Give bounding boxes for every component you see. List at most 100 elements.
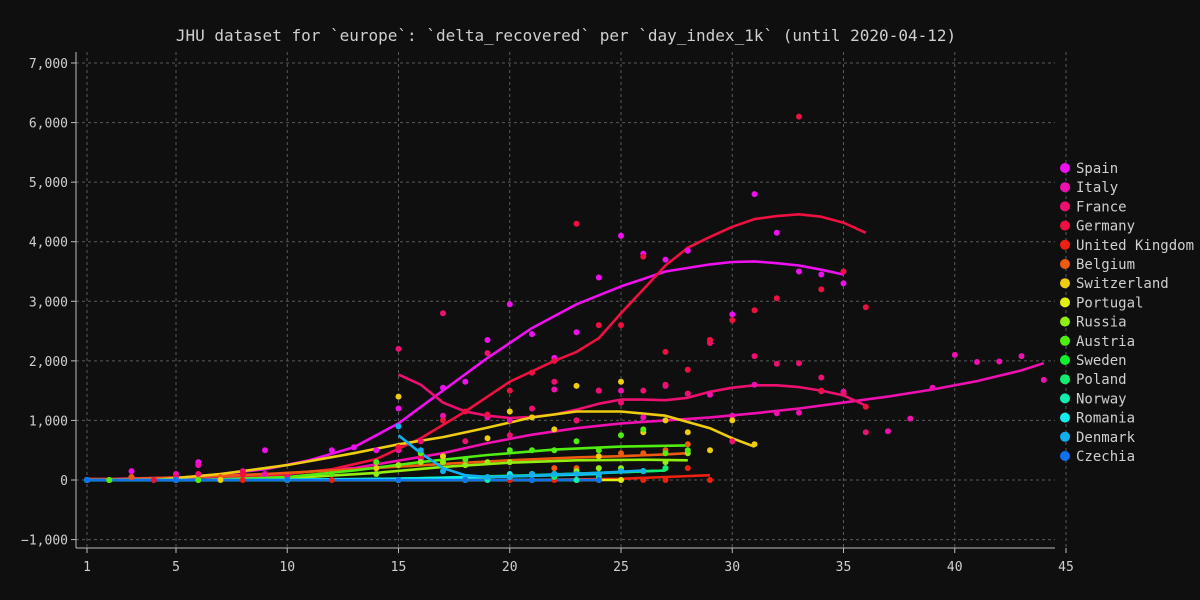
data-point-italy: [907, 415, 914, 422]
data-point-switzerland: [217, 477, 224, 483]
data-point-france: [796, 360, 802, 367]
legend-label: Portugal: [1076, 295, 1143, 311]
data-point-italy: [440, 412, 446, 419]
data-point-spain: [729, 311, 736, 318]
data-point-russia: [484, 459, 491, 466]
data-point-germany: [506, 387, 513, 394]
legend-marker: [1060, 412, 1070, 423]
data-point-france: [840, 390, 847, 397]
data-point-denmark: [640, 468, 647, 475]
data-point-austria: [618, 432, 624, 439]
x-tick-label: 10: [279, 560, 295, 575]
data-point-france: [395, 345, 402, 352]
data-point-poland: [662, 465, 669, 472]
data-point-czechia: [173, 477, 179, 483]
y-tick-label: 0: [60, 474, 68, 489]
data-point-austria: [195, 477, 202, 483]
legend-label: Italy: [1076, 180, 1118, 196]
data-point-spain: [328, 447, 335, 454]
data-point-france: [662, 381, 669, 388]
x-tick-label: 20: [502, 560, 518, 575]
data-point-austria: [462, 456, 469, 463]
legend-label: Norway: [1076, 391, 1127, 407]
data-point-united-kingdom: [640, 477, 647, 483]
data-point-france: [684, 390, 691, 397]
data-point-france: [529, 405, 535, 412]
data-point-belgium: [640, 450, 647, 457]
data-point-germany: [818, 387, 825, 394]
data-point-austria: [106, 477, 113, 483]
data-point-switzerland: [484, 435, 491, 442]
legend-label: Romania: [1076, 411, 1135, 427]
data-point-austria: [551, 447, 558, 454]
y-tick-label: 3,000: [29, 295, 68, 310]
data-point-denmark: [440, 468, 446, 475]
data-point-spain: [440, 384, 446, 391]
legend-marker: [1060, 278, 1070, 289]
legend-label: France: [1076, 199, 1127, 215]
data-point-spain: [529, 331, 535, 338]
data-point-russia: [417, 459, 424, 466]
data-point-germany: [573, 220, 580, 227]
data-points: [84, 113, 1047, 483]
data-point-germany: [440, 417, 446, 424]
data-point-spain: [128, 468, 135, 475]
data-point-germany: [239, 471, 246, 477]
data-point-germany: [462, 408, 469, 415]
data-point-belgium: [128, 474, 135, 480]
data-point-denmark: [595, 471, 602, 477]
data-point-italy: [729, 412, 736, 419]
data-point-switzerland: [529, 414, 535, 421]
legend-marker: [1060, 259, 1070, 269]
data-point-denmark: [417, 447, 424, 454]
data-point-germany: [751, 307, 758, 314]
y-tick-label: 5,000: [29, 176, 68, 191]
data-point-germany: [773, 295, 780, 302]
data-point-switzerland: [684, 429, 691, 436]
legend-label: Czechia: [1076, 449, 1135, 465]
data-point-france: [484, 350, 491, 357]
data-point-germany: [662, 348, 669, 355]
data-point-spain: [773, 229, 780, 236]
data-point-france: [618, 399, 624, 406]
x-tick-label: 5: [172, 560, 180, 575]
data-point-austria: [506, 447, 513, 454]
data-point-russia: [595, 465, 602, 472]
legend-marker: [1060, 316, 1070, 327]
data-point-russia: [440, 459, 446, 466]
data-point-germany: [150, 477, 157, 483]
data-point-italy: [195, 462, 202, 469]
data-point-switzerland: [373, 465, 380, 472]
data-point-germany: [684, 366, 691, 373]
data-point-germany: [640, 253, 647, 260]
data-point-france: [640, 387, 647, 394]
data-point-germany: [862, 304, 869, 311]
data-point-france: [773, 360, 780, 367]
legend-label: Sweden: [1076, 353, 1127, 369]
data-point-switzerland: [551, 426, 558, 433]
trend-line-germany: [87, 213, 867, 482]
data-point-italy: [707, 391, 713, 398]
y-tick-label: 4,000: [29, 236, 68, 251]
data-point-germany: [796, 113, 802, 120]
data-point-united-kingdom: [707, 477, 713, 483]
legend-marker: [1060, 163, 1070, 173]
data-point-belgium: [684, 441, 691, 448]
data-point-spain: [662, 256, 669, 263]
data-point-czechia: [462, 477, 469, 483]
data-point-italy: [551, 386, 558, 393]
data-point-france: [506, 432, 513, 439]
x-tick-label: 15: [391, 560, 407, 575]
legend-marker: [1060, 220, 1070, 231]
data-point-denmark: [395, 423, 402, 430]
data-point-spain: [595, 274, 602, 281]
data-point-spain: [395, 405, 402, 412]
data-point-switzerland: [707, 447, 713, 454]
data-point-austria: [640, 426, 647, 433]
data-point-italy: [885, 428, 891, 435]
legend-label: Russia: [1076, 315, 1127, 331]
data-point-czechia: [284, 477, 291, 483]
data-point-denmark: [506, 474, 513, 480]
axes: 1 5 10 15 20 25 30 35 40 45−1,00001,0002,0003,000…: [21, 52, 1074, 575]
